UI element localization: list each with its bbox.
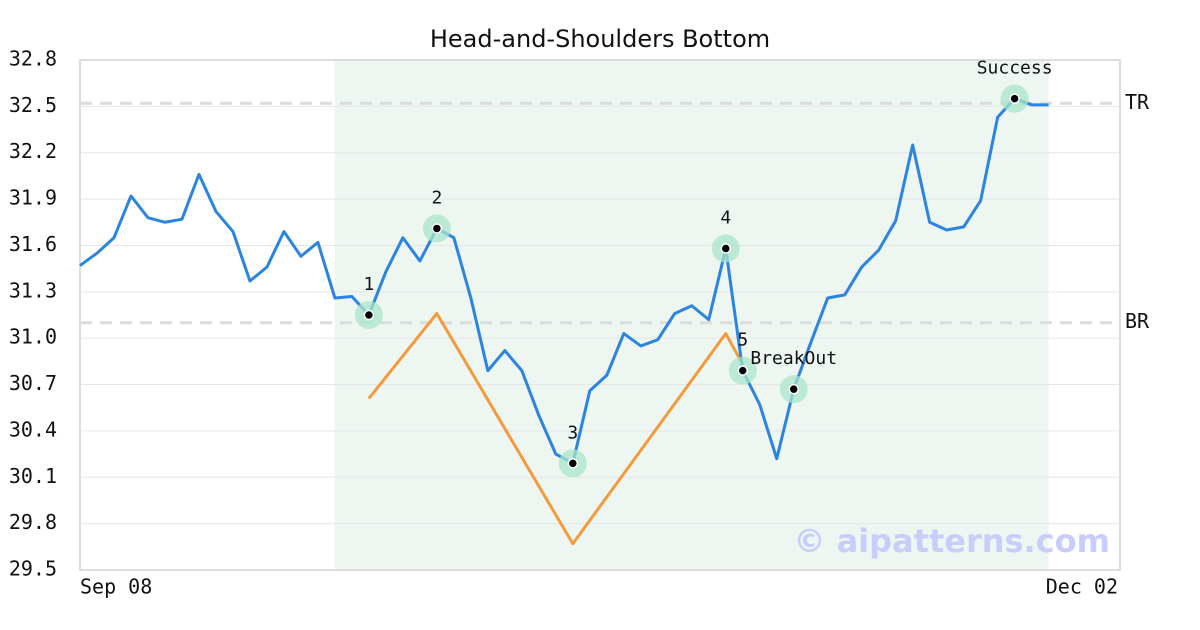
x-tick-label: Sep 08 xyxy=(80,575,152,599)
annotation-label: 5 xyxy=(737,330,748,351)
y-tick-label: 31.9 xyxy=(9,186,57,210)
annotation-label: 2 xyxy=(431,187,442,208)
y-tick-label: 30.7 xyxy=(9,371,57,395)
plot-frame xyxy=(79,59,1121,571)
y-tick-label: 32.5 xyxy=(9,93,57,117)
annotation-label: 1 xyxy=(363,274,374,295)
annotation-label: BreakOut xyxy=(750,348,837,369)
point-marker xyxy=(363,309,375,321)
point-marker xyxy=(1009,93,1020,104)
annotation-label: 3 xyxy=(567,422,578,443)
y-tick-label: 31.3 xyxy=(9,278,57,302)
watermark: © aipatterns.com xyxy=(793,522,1110,560)
point-marker xyxy=(788,383,799,395)
reference-label: BR xyxy=(1125,309,1150,333)
annotation-label: Success xyxy=(977,58,1053,79)
x-tick-label: Dec 02 xyxy=(1046,575,1118,599)
y-tick-label: 30.4 xyxy=(9,417,57,441)
y-tick-label: 29.5 xyxy=(9,557,57,581)
reference-label: TR xyxy=(1125,90,1150,114)
annotation-label: 4 xyxy=(720,208,731,229)
y-tick-label: 30.1 xyxy=(9,464,57,488)
shaded-region xyxy=(334,60,1049,570)
point-marker xyxy=(737,365,748,376)
y-tick-label: 31.0 xyxy=(9,325,57,349)
y-tick-label: 29.8 xyxy=(9,510,57,534)
y-tick-label: 32.2 xyxy=(9,139,57,163)
point-marker xyxy=(431,223,443,234)
chart-title: Head-and-Shoulders Bottom xyxy=(430,25,770,53)
y-tick-label: 31.6 xyxy=(9,232,57,256)
point-marker xyxy=(720,243,732,254)
series-line xyxy=(367,311,745,546)
y-tick-label: 32.8 xyxy=(9,47,57,71)
point-marker xyxy=(567,458,579,469)
